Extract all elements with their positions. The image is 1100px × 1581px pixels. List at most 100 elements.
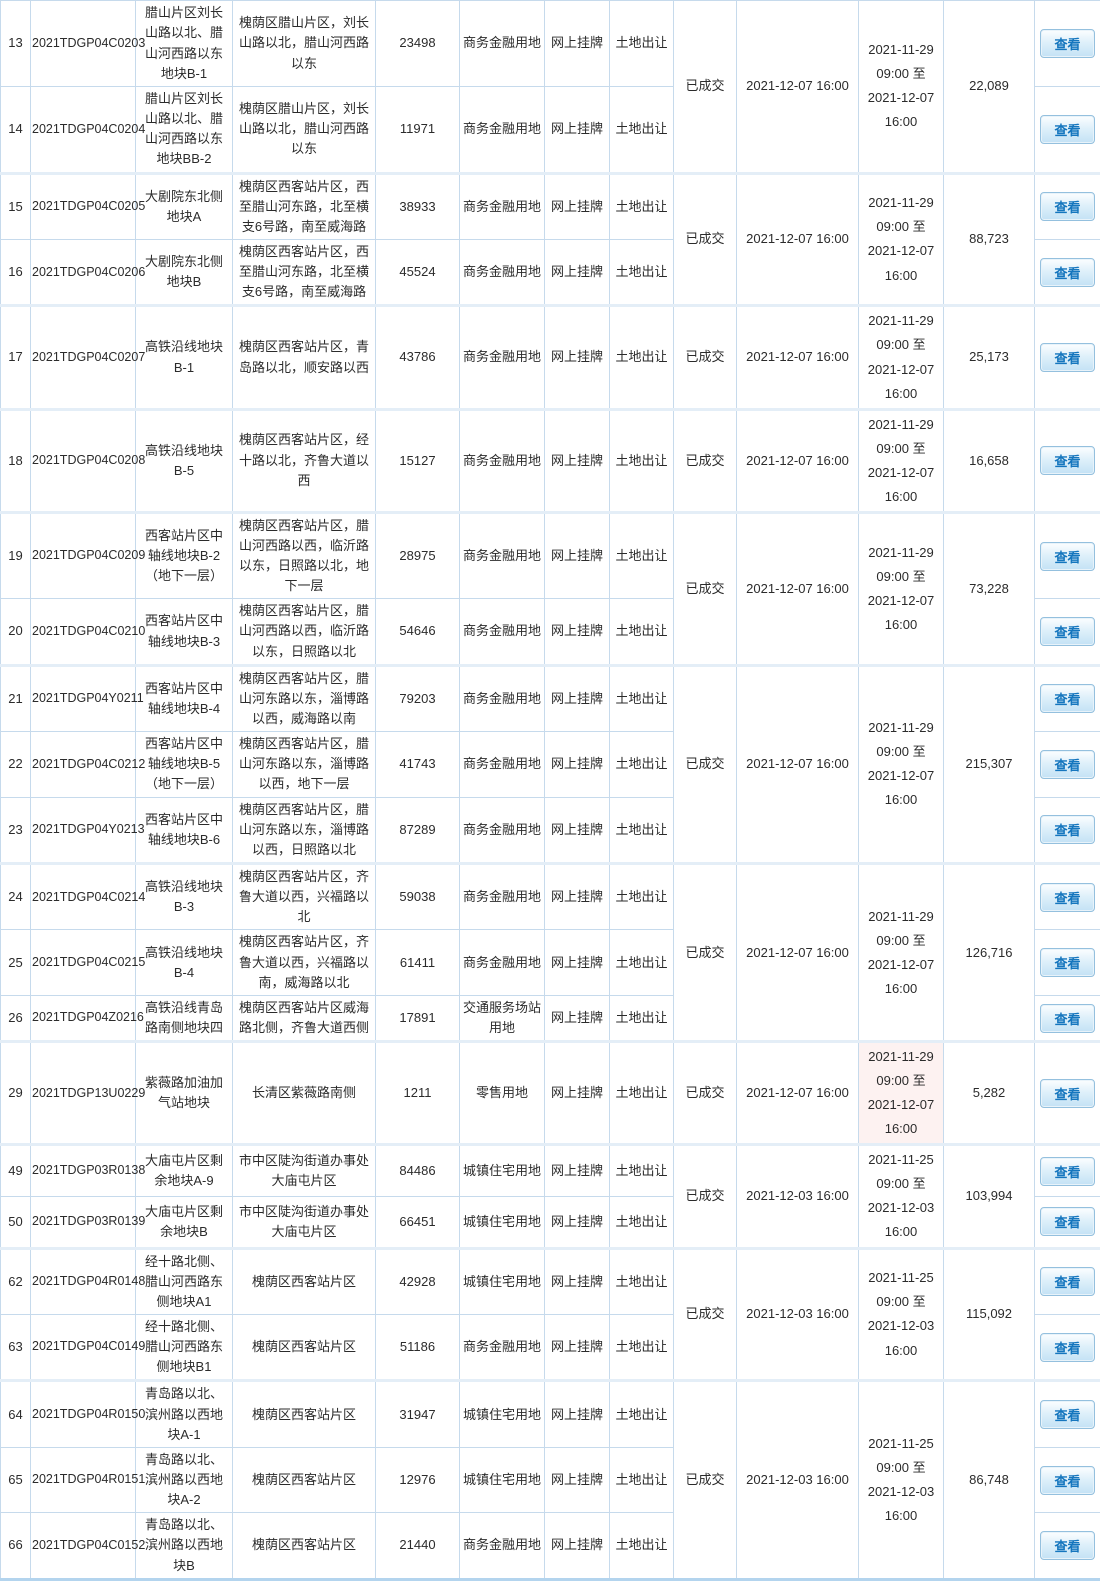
parcel-code: 2021TDGP04C0209: [31, 512, 136, 599]
view-button[interactable]: 查看: [1040, 1079, 1094, 1108]
parcel-area: 87289: [376, 797, 460, 863]
transaction-type: 土地出让: [610, 239, 674, 305]
parcel-name: 经十路北侧、腊山河西路东侧地块B1: [136, 1314, 233, 1380]
parcel-location: 槐荫区腊山片区，刘长山路以北，腊山河西路以东: [233, 87, 376, 174]
view-button[interactable]: 查看: [1040, 1400, 1094, 1429]
row-number: 19: [1, 512, 31, 599]
parcel-name: 高铁沿线地块B-3: [136, 864, 233, 930]
parcel-area: 11971: [376, 87, 460, 174]
parcel-code: 2021TDGP04C0215: [31, 930, 136, 995]
deal-end-time: 2021-12-07 16:00: [737, 1042, 859, 1145]
parcel-area: 41743: [376, 732, 460, 797]
deal-amount: 88,723: [944, 173, 1035, 306]
deal-end-time: 2021-12-07 16:00: [737, 306, 859, 409]
view-button[interactable]: 查看: [1040, 446, 1094, 475]
parcel-area: 23498: [376, 1, 460, 87]
parcel-name: 经十路北侧、腊山河西路东侧地块A1: [136, 1248, 233, 1314]
deal-amount: 25,173: [944, 306, 1035, 409]
view-cell: 查看: [1035, 665, 1100, 731]
listing-method: 网上挂牌: [545, 306, 610, 409]
row-number: 63: [1, 1314, 31, 1380]
parcel-location: 槐荫区西客站片区: [233, 1314, 376, 1380]
deal-end-time: 2021-12-07 16:00: [737, 173, 859, 306]
transaction-type: 土地出让: [610, 995, 674, 1041]
deal-amount: 103,994: [944, 1145, 1035, 1248]
view-button[interactable]: 查看: [1040, 1157, 1094, 1186]
view-button[interactable]: 查看: [1040, 1207, 1094, 1236]
view-button[interactable]: 查看: [1040, 258, 1094, 287]
view-button[interactable]: 查看: [1040, 542, 1094, 571]
view-button[interactable]: 查看: [1040, 115, 1094, 144]
row-number: 62: [1, 1248, 31, 1314]
parcel-location: 槐荫区西客站片区，腊山河西路以西，临沂路以东，日照路以北，地下一层: [233, 512, 376, 599]
parcel-name: 西客站片区中轴线地块B-4: [136, 665, 233, 731]
row-number: 29: [1, 1042, 31, 1145]
deal-amount: 86,748: [944, 1381, 1035, 1579]
parcel-name: 青岛路以北、滨州路以西地块B: [136, 1513, 233, 1579]
land-use: 商务金融用地: [460, 239, 545, 305]
listing-period: 2021-11-29 09:00 至 2021-12-07 16:00: [859, 1042, 944, 1145]
view-cell: 查看: [1035, 995, 1100, 1041]
view-cell: 查看: [1035, 1314, 1100, 1380]
view-button[interactable]: 查看: [1040, 815, 1094, 844]
view-button[interactable]: 查看: [1040, 684, 1094, 713]
row-number: 65: [1, 1447, 31, 1512]
parcel-code: 2021TDGP04Y0213: [31, 797, 136, 863]
parcel-location: 槐荫区西客站片区，齐鲁大道以西，兴福路以南，威海路以北: [233, 930, 376, 995]
parcel-name: 高铁沿线青岛路南侧地块四: [136, 995, 233, 1041]
transaction-type: 土地出让: [610, 732, 674, 797]
parcel-name: 西客站片区中轴线地块B-2（地下一层）: [136, 512, 233, 599]
transaction-type: 土地出让: [610, 864, 674, 930]
view-button[interactable]: 查看: [1040, 192, 1094, 221]
parcel-area: 15127: [376, 409, 460, 512]
view-button[interactable]: 查看: [1040, 1267, 1094, 1296]
transaction-type: 土地出让: [610, 1381, 674, 1447]
row-number: 66: [1, 1513, 31, 1579]
parcel-code: 2021TDGP04C0208: [31, 409, 136, 512]
parcel-code: 2021TDGP04C0149: [31, 1314, 136, 1380]
listing-method: 网上挂牌: [545, 1196, 610, 1248]
view-button[interactable]: 查看: [1040, 883, 1094, 912]
parcel-location: 槐荫区西客站片区: [233, 1248, 376, 1314]
view-button[interactable]: 查看: [1040, 617, 1094, 646]
view-button[interactable]: 查看: [1040, 1466, 1094, 1495]
view-cell: 查看: [1035, 1248, 1100, 1314]
land-use: 商务金融用地: [460, 665, 545, 731]
view-cell: 查看: [1035, 1145, 1100, 1197]
parcel-area: 1211: [376, 1042, 460, 1145]
parcel-location: 槐荫区西客站片区，腊山河东路以东，淄博路以西，威海路以南: [233, 665, 376, 731]
parcel-code: 2021TDGP03R0139: [31, 1196, 136, 1248]
row-number: 49: [1, 1145, 31, 1197]
parcel-area: 54646: [376, 599, 460, 665]
view-button[interactable]: 查看: [1040, 1531, 1094, 1560]
deal-end-time: 2021-12-07 16:00: [737, 1, 859, 174]
listing-method: 网上挂牌: [545, 1145, 610, 1197]
transaction-type: 土地出让: [610, 797, 674, 863]
land-use: 商务金融用地: [460, 864, 545, 930]
view-button[interactable]: 查看: [1040, 1004, 1094, 1033]
parcel-area: 51186: [376, 1314, 460, 1380]
parcel-code: 2021TDGP04C0207: [31, 306, 136, 409]
view-button[interactable]: 查看: [1040, 1333, 1094, 1362]
view-button[interactable]: 查看: [1040, 948, 1094, 977]
parcel-code: 2021TDGP03R0138: [31, 1145, 136, 1197]
deal-end-time: 2021-12-07 16:00: [737, 665, 859, 863]
listing-period: 2021-11-29 09:00 至 2021-12-07 16:00: [859, 306, 944, 409]
land-use: 商务金融用地: [460, 173, 545, 239]
parcel-area: 28975: [376, 512, 460, 599]
row-number: 64: [1, 1381, 31, 1447]
view-button[interactable]: 查看: [1040, 29, 1094, 58]
parcel-area: 12976: [376, 1447, 460, 1512]
parcel-name: 腊山片区刘长山路以北、腊山河西路以东地块B-1: [136, 1, 233, 87]
view-button[interactable]: 查看: [1040, 343, 1094, 372]
listing-method: 网上挂牌: [545, 864, 610, 930]
parcel-code: 2021TDGP13U0229: [31, 1042, 136, 1145]
parcel-location: 槐荫区西客站片区，齐鲁大道以西，兴福路以北: [233, 864, 376, 930]
view-button[interactable]: 查看: [1040, 750, 1094, 779]
